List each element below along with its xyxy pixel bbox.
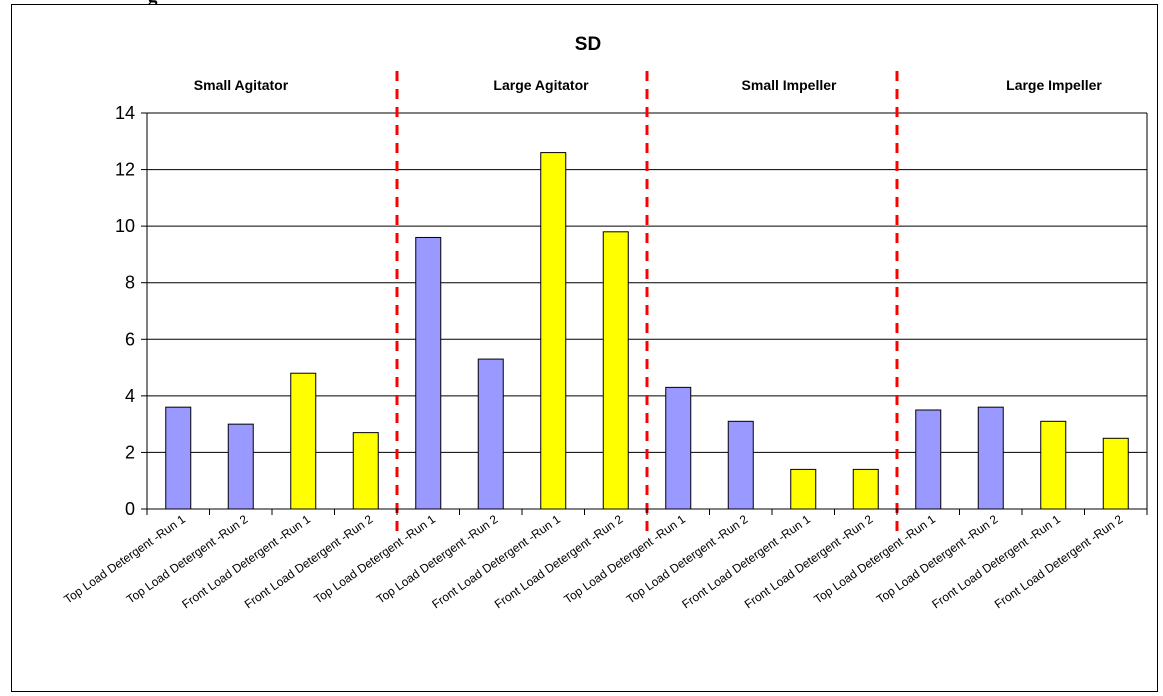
- y-tick-label: 8: [125, 273, 135, 293]
- axes: [146, 113, 1148, 510]
- bar: [415, 236, 442, 510]
- bar: [227, 423, 254, 510]
- x-tick-label: Top Load Detergent -Run 1: [561, 512, 688, 607]
- y-axis-ticks: 0 2 4 6 8 10 12 14: [115, 103, 147, 519]
- bar: [602, 231, 629, 510]
- bar: [540, 152, 567, 510]
- y-tick-label: 0: [125, 499, 135, 519]
- x-tick-label: Top Load Detergent -Run 1: [811, 512, 938, 607]
- x-tick-label: Top Load Detergent -Run 2: [374, 512, 501, 607]
- x-tick-label: Front Load Detergent -Run 2: [992, 512, 1126, 612]
- y-tick-label: 12: [115, 160, 135, 180]
- y-tick-label: 2: [125, 442, 135, 462]
- group-label: Large Agitator: [493, 77, 589, 93]
- bar: [477, 358, 504, 510]
- x-tick-label: Front Load Detergent -Run 2: [742, 512, 876, 612]
- group-label: Small Agitator: [194, 77, 289, 93]
- bar: [790, 468, 817, 510]
- chart-frame: [11, 4, 1158, 692]
- bar: [852, 468, 879, 510]
- bar: [977, 406, 1004, 510]
- y-tick-label: 14: [115, 103, 135, 123]
- bar: [352, 432, 379, 510]
- x-tick-label: Top Load Detergent -Run 2: [874, 512, 1001, 607]
- bar: [165, 406, 192, 510]
- y-tick-label: 10: [115, 216, 135, 236]
- bar: [665, 386, 692, 510]
- group-label: Large Impeller: [1006, 77, 1102, 93]
- group-labels: Small Agitator Large Agitator Small Impell…: [194, 77, 1103, 93]
- bar: [915, 409, 942, 510]
- y-tick-label: 6: [125, 329, 135, 349]
- x-tick-label: Top Load Detergent -Run 2: [124, 512, 251, 607]
- group-label: Small Impeller: [742, 77, 837, 93]
- cropped-heading: g: [0, 0, 1163, 6]
- cropped-heading-text: g: [148, 0, 158, 6]
- y-tick-label: 4: [125, 386, 135, 406]
- bar: [1040, 420, 1067, 510]
- bars: [165, 152, 1129, 510]
- x-tick-label: Top Load Detergent -Run 1: [311, 512, 438, 607]
- bar: [1102, 437, 1129, 510]
- x-tick-label: Front Load Detergent -Run 2: [492, 512, 626, 612]
- x-tick-label: Top Load Detergent -Run 2: [624, 512, 751, 607]
- x-tick-label: Top Load Detergent -Run 1: [61, 512, 188, 607]
- bar: [290, 372, 317, 510]
- group-separators: [395, 71, 899, 531]
- bar: [727, 420, 754, 510]
- x-tick-label: Front Load Detergent -Run 2: [242, 512, 376, 612]
- chart-title: SD: [575, 34, 601, 55]
